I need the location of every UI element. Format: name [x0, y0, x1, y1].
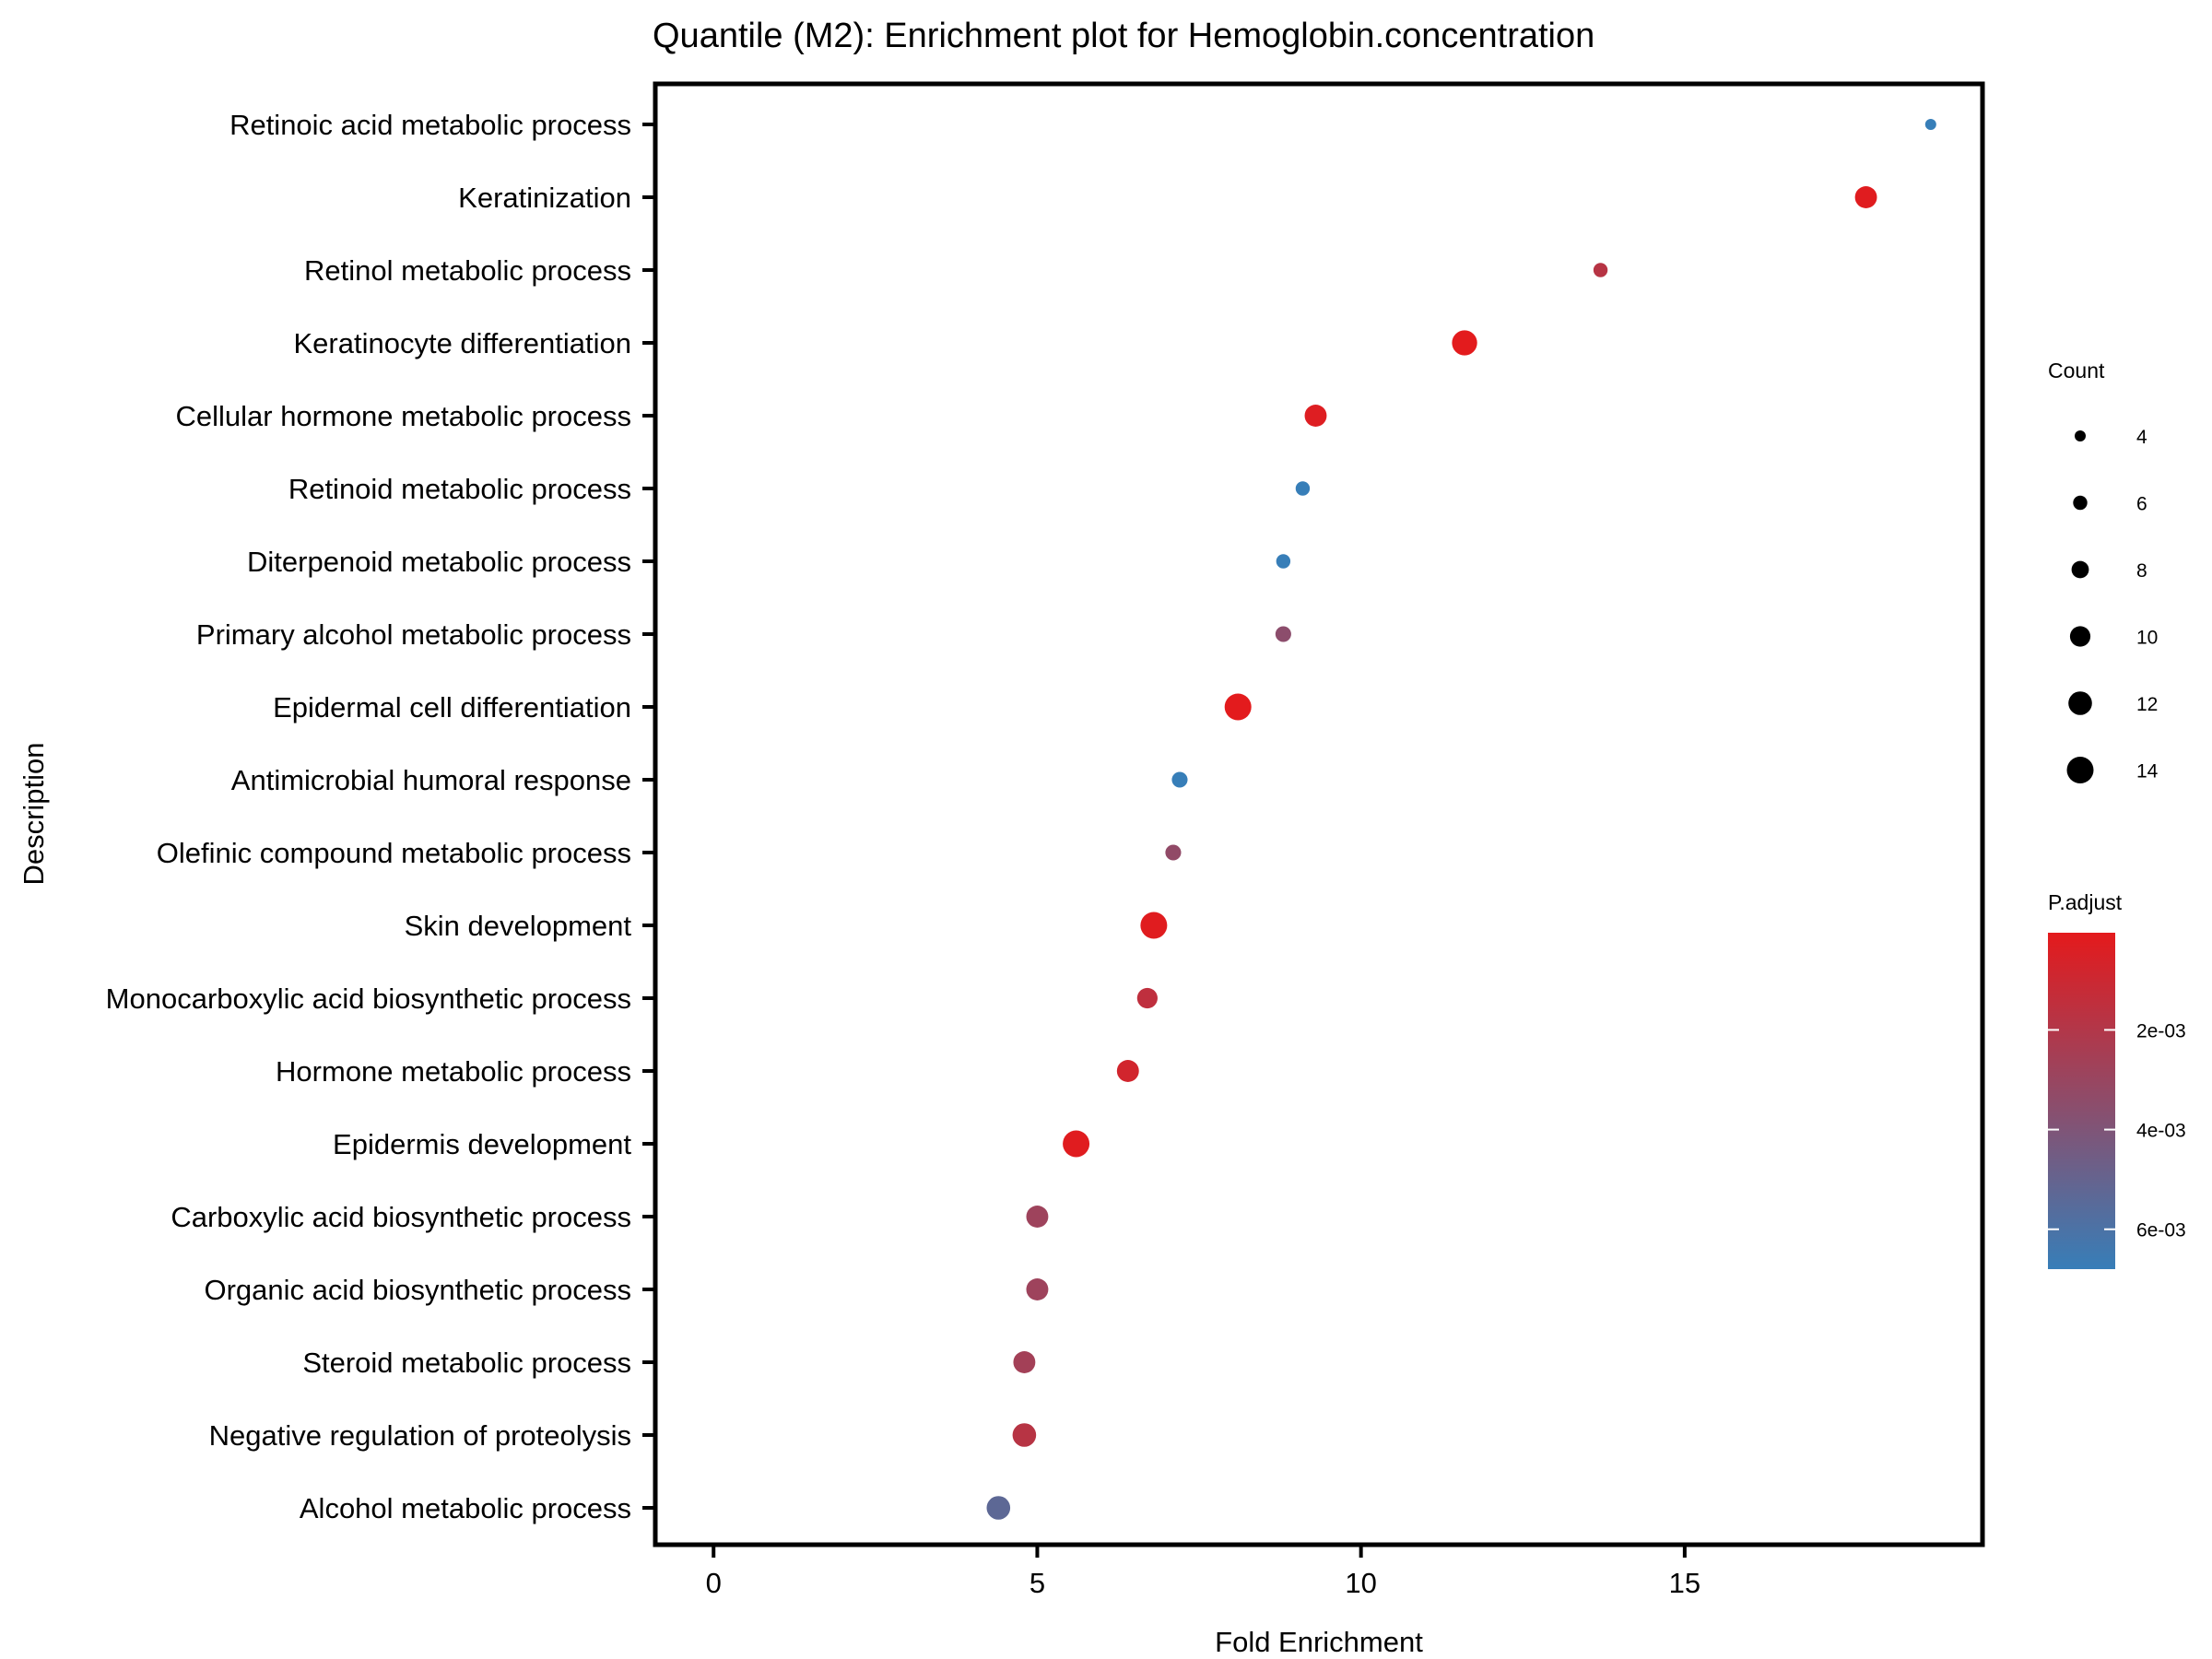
y-tick-label: Keratinocyte differentiation [294, 327, 632, 359]
size-legend-key [2066, 757, 2094, 783]
y-tick-label: Retinoic acid metabolic process [229, 109, 631, 141]
y-axis-labels: Retinoic acid metabolic process Keratiniz… [106, 109, 632, 1524]
y-tick-label: Retinoid metabolic process [288, 473, 631, 505]
x-tick-label: 10 [1345, 1567, 1376, 1599]
data-point [1452, 330, 1477, 356]
size-legend-key [2071, 560, 2089, 579]
data-point [1013, 1351, 1036, 1373]
data-point [986, 1496, 1011, 1520]
data-point [1026, 1278, 1049, 1300]
y-tick-label: Alcohol metabolic process [300, 1492, 631, 1524]
x-axis: 0 5 10 15 [706, 1545, 1700, 1599]
y-tick-label: Keratinization [458, 182, 631, 214]
x-tick-label: 15 [1669, 1567, 1700, 1599]
chart-title: Quantile (M2): Enrichment plot for Hemog… [653, 17, 1594, 55]
data-point [1276, 554, 1291, 569]
color-bar-tick-label: 6e-03 [2136, 1220, 2186, 1241]
data-point [1140, 912, 1168, 939]
color-legend-title: P.adjust [2048, 890, 2123, 914]
y-tick-label: Retinol metabolic process [304, 254, 631, 287]
data-point [1224, 693, 1252, 721]
size-legend-title: Count [2048, 359, 2105, 382]
x-tick-label: 0 [706, 1567, 722, 1599]
size-legend-label: 10 [2136, 628, 2158, 649]
data-point [1275, 626, 1291, 642]
x-tick-label: 5 [1030, 1567, 1045, 1599]
data-point [1924, 119, 1936, 130]
size-legend-label: 14 [2136, 761, 2159, 782]
data-point [1171, 771, 1188, 788]
y-tick-label: Epidermis development [333, 1128, 631, 1160]
x-axis-title: Fold Enrichment [1215, 1626, 1423, 1658]
p-adjust-color-bar [2048, 933, 2115, 1269]
y-tick-label: Epidermal cell differentiation [273, 691, 631, 724]
size-legend-label: 4 [2136, 427, 2147, 448]
y-tick-label: Hormone metabolic process [276, 1055, 631, 1088]
size-legend-key [2069, 626, 2091, 647]
data-point [1136, 987, 1158, 1009]
y-tick-label: Carboxylic acid biosynthetic process [171, 1201, 631, 1233]
size-legend-key [2068, 691, 2092, 715]
plot-frame [653, 81, 1985, 1547]
y-tick-label: Olefinic compound metabolic process [157, 837, 631, 869]
size-legend-key [2075, 430, 2086, 441]
size-legend-label: 6 [2136, 494, 2147, 515]
color-bar-tick-label: 4e-03 [2136, 1121, 2186, 1142]
y-tick-label: Negative regulation of proteolysis [209, 1419, 631, 1452]
data-point [1295, 481, 1311, 496]
size-legend-label: 8 [2136, 560, 2147, 582]
data-point [1012, 1423, 1037, 1447]
data-point [1165, 844, 1182, 861]
y-tick-label: Steroid metabolic process [302, 1347, 631, 1379]
data-point [1593, 263, 1608, 277]
y-tick-label: Skin development [405, 910, 632, 942]
color-bar-tick-label: 2e-03 [2136, 1020, 2186, 1041]
y-tick-label: Antimicrobial humoral response [231, 764, 631, 796]
y-tick-label: Diterpenoid metabolic process [247, 546, 631, 578]
data-point [1304, 405, 1327, 427]
data-points [986, 119, 1936, 1520]
y-tick-label: Organic acid biosynthetic process [204, 1274, 631, 1306]
size-legend-label: 12 [2136, 694, 2158, 715]
y-tick-label: Cellular hormone metabolic process [175, 400, 631, 432]
size-legend: Count 4 6 8 10 12 14 [2048, 359, 2159, 783]
y-tick-label: Monocarboxylic acid biosynthetic process [106, 982, 631, 1015]
y-tick-label: Primary alcohol metabolic process [196, 618, 631, 651]
data-point [1063, 1130, 1090, 1158]
size-legend-key [2073, 495, 2088, 511]
data-point [1116, 1060, 1139, 1082]
color-legend: P.adjust 2e-03 4e-03 6e-03 [2048, 890, 2186, 1269]
data-point [1854, 186, 1877, 208]
y-axis-title: Description [18, 742, 50, 885]
data-point [1026, 1206, 1049, 1228]
